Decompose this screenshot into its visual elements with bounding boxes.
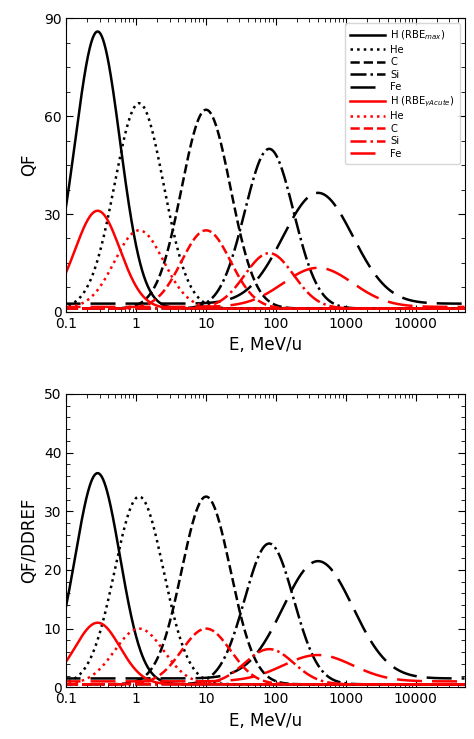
X-axis label: E, MeV/u: E, MeV/u [229,336,302,354]
Legend: H (RBE$_{max}$), He, C, Si, Fe, H (RBE$_{\gamma Acute}$), He, C, Si, Fe: H (RBE$_{max}$), He, C, Si, Fe, H (RBE$_… [345,24,459,164]
Y-axis label: QF: QF [20,154,38,177]
Y-axis label: QF/DDREF: QF/DDREF [20,498,38,583]
X-axis label: E, MeV/u: E, MeV/u [229,712,302,729]
